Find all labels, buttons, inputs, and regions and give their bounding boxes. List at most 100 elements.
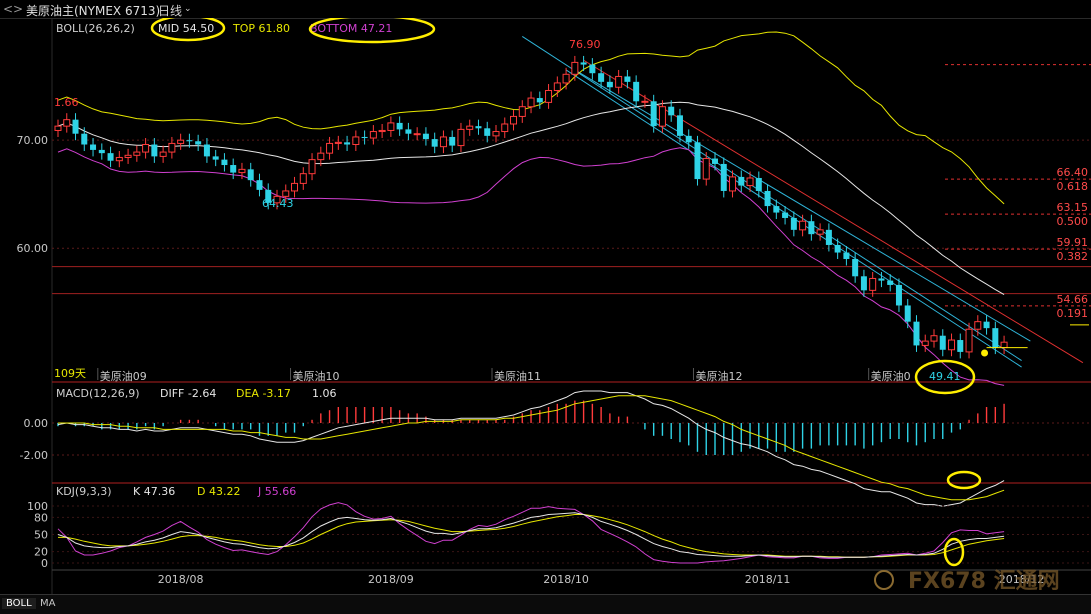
candle	[694, 136, 700, 186]
month-label: 2018/08	[158, 573, 204, 586]
candle-body-down	[984, 322, 990, 328]
candle	[913, 315, 919, 352]
candle-body-down	[248, 169, 254, 180]
kdj-indicator-label[interactable]: KDJ(9,3,3)	[56, 485, 112, 498]
candle-body-up	[519, 107, 525, 117]
annotation-low-mid: 64.43	[262, 197, 294, 210]
title-bar: < > 美原油主(NYMEX 6713) 日线 ⌄	[0, 0, 1091, 19]
candle	[423, 127, 429, 145]
candle-body-up	[143, 145, 149, 153]
candle	[178, 134, 184, 150]
fib-ratio-label: 0.382	[1057, 250, 1089, 263]
candle-body-up	[554, 83, 560, 91]
candle-body-down	[344, 142, 350, 144]
contract-label: 美原油12	[695, 369, 742, 383]
candle-body-down	[992, 328, 998, 347]
candle-body-up	[703, 159, 709, 180]
candle-body-down	[721, 164, 727, 191]
candle	[949, 334, 955, 357]
contract-label: 美原油11	[494, 369, 541, 383]
tab-boll[interactable]: BOLL	[2, 598, 36, 609]
annotation-peak: 76.90	[569, 38, 601, 51]
candle-body-up	[327, 143, 333, 153]
candle-body-down	[791, 218, 797, 230]
candle	[791, 211, 797, 236]
candle	[230, 159, 236, 180]
candle-body-down	[896, 285, 902, 306]
candle-body-up	[370, 132, 376, 138]
month-label: 2018/10	[543, 573, 589, 586]
macd-indicator-label[interactable]: MACD(12,26,9)	[56, 387, 140, 400]
candle-body-down	[940, 336, 946, 350]
candle-body-up	[379, 130, 385, 131]
candle	[370, 125, 376, 144]
candle	[440, 130, 446, 153]
candle-body-up	[511, 116, 517, 124]
candle	[484, 122, 490, 143]
candle	[248, 163, 254, 187]
candle	[668, 100, 674, 122]
macd-tick-label: 0.00	[24, 417, 49, 430]
macd-panel: 0.00-2.00	[20, 391, 1091, 506]
candle	[511, 110, 517, 131]
candle	[861, 270, 867, 297]
contract-label: 美原油0	[871, 369, 911, 383]
candle-body-up	[817, 230, 823, 234]
candle-body-down	[651, 101, 657, 126]
candle-body-down	[432, 139, 438, 147]
fib-price-label: 59.91	[1057, 236, 1089, 249]
candle-body-down	[624, 76, 630, 81]
macd-dea-value: DEA -3.17	[236, 387, 291, 400]
candle	[1001, 336, 1007, 354]
boll-bottom-value: BOTTOM 47.21	[310, 22, 392, 35]
macd-value: 1.06	[312, 387, 337, 400]
candle	[607, 75, 613, 93]
boll-indicator-label[interactable]: BOLL(26,26,2)	[56, 22, 135, 35]
price-tick-label: 70.00	[17, 134, 49, 147]
candle-body-up	[966, 329, 972, 352]
candle-body-up	[528, 98, 534, 107]
candle	[940, 329, 946, 356]
candle-body-down	[195, 141, 201, 144]
candle	[721, 157, 727, 197]
candle-body-up	[1001, 342, 1007, 347]
chevron-down-icon[interactable]: ⌄	[184, 4, 192, 14]
boll-top-value: TOP 61.80	[232, 22, 290, 35]
candle-body-down	[852, 259, 858, 276]
candle-body-up	[642, 101, 648, 102]
candle	[975, 315, 981, 336]
month-label: 2018/11	[745, 573, 791, 586]
candle-body-down	[362, 137, 368, 138]
candle-body-down	[633, 82, 639, 101]
candle-body-down	[449, 137, 455, 146]
candle	[213, 150, 219, 166]
candle-body-down	[221, 160, 227, 165]
channel-mid-line	[575, 70, 1031, 341]
candle-body-down	[765, 191, 771, 206]
candle	[843, 246, 849, 265]
tab-ma[interactable]: MA	[36, 598, 59, 609]
candle-body-down	[230, 165, 236, 173]
panel-frames	[52, 19, 1091, 594]
candle-body-down	[589, 65, 595, 74]
prev-arrow-button[interactable]: <	[3, 2, 13, 16]
candle-body-down	[213, 156, 219, 159]
candle-body-up	[169, 143, 175, 152]
candle-body-down	[738, 177, 744, 186]
candle-body-up	[563, 74, 569, 83]
candle-body-up	[55, 126, 61, 130]
candle-body-up	[440, 137, 446, 147]
next-arrow-button[interactable]: >	[13, 2, 23, 16]
candle-body-up	[458, 129, 464, 145]
timeframe-select[interactable]: 日线	[158, 2, 182, 19]
candle	[458, 123, 464, 152]
candle-body-down	[537, 98, 543, 102]
candle-body-down	[73, 120, 79, 134]
candle	[449, 130, 455, 152]
candle-body-up	[318, 153, 324, 159]
candle	[160, 146, 166, 163]
kdj-tick-label: 0	[41, 557, 48, 570]
candle-body-up	[949, 340, 955, 350]
